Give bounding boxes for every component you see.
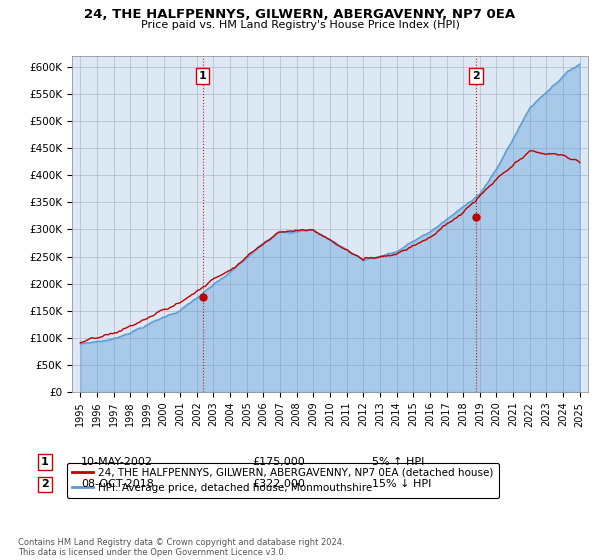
Text: 2: 2 [41, 479, 49, 489]
Text: 1: 1 [199, 71, 207, 81]
Text: 08-OCT-2018: 08-OCT-2018 [81, 479, 154, 489]
Legend: 24, THE HALFPENNYS, GILWERN, ABERGAVENNY, NP7 0EA (detached house), HPI: Average: 24, THE HALFPENNYS, GILWERN, ABERGAVENNY… [67, 463, 499, 498]
Text: 10-MAY-2002: 10-MAY-2002 [81, 457, 153, 467]
Text: Price paid vs. HM Land Registry's House Price Index (HPI): Price paid vs. HM Land Registry's House … [140, 20, 460, 30]
Text: Contains HM Land Registry data © Crown copyright and database right 2024.
This d: Contains HM Land Registry data © Crown c… [18, 538, 344, 557]
Text: £322,000: £322,000 [252, 479, 305, 489]
Text: 1: 1 [41, 457, 49, 467]
Text: £175,000: £175,000 [252, 457, 305, 467]
Text: 15% ↓ HPI: 15% ↓ HPI [372, 479, 431, 489]
Text: 5% ↑ HPI: 5% ↑ HPI [372, 457, 424, 467]
Text: 24, THE HALFPENNYS, GILWERN, ABERGAVENNY, NP7 0EA: 24, THE HALFPENNYS, GILWERN, ABERGAVENNY… [85, 8, 515, 21]
Text: 2: 2 [472, 71, 480, 81]
